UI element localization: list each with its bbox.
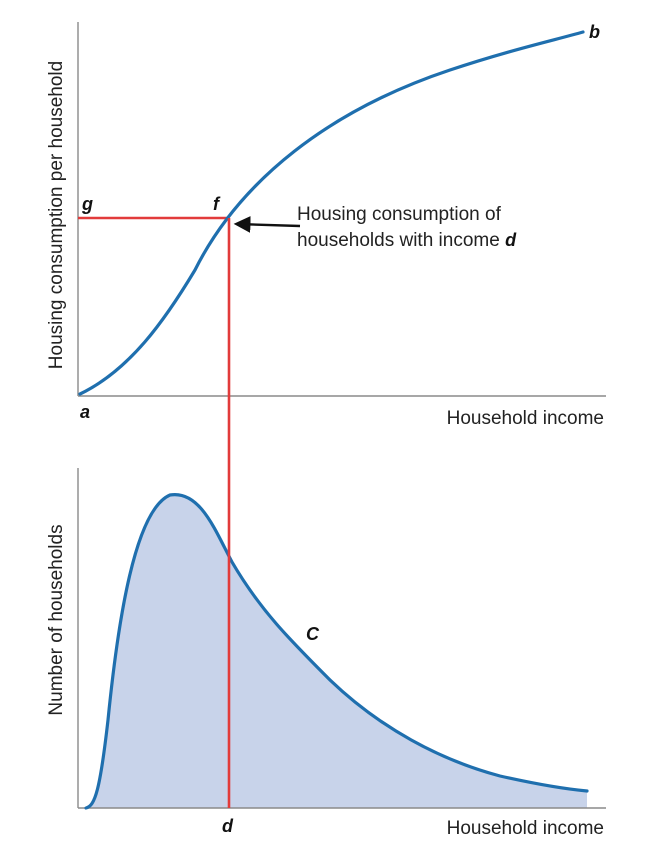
- annotation-line-1: Housing consumption of: [297, 204, 502, 225]
- housing-consumption-curve: [78, 30, 585, 396]
- distribution-area: [80, 494, 587, 808]
- annotation-line-2-text: households with income: [297, 230, 505, 251]
- annotation-arrow: [233, 216, 301, 233]
- income-distribution-curve: [84, 493, 589, 810]
- point-label-b: b: [589, 22, 600, 42]
- top-panel: Housing consumption of households with i…: [46, 22, 606, 429]
- point-label-d: d: [222, 816, 234, 836]
- point-label-a: a: [80, 402, 90, 422]
- point-label-g: g: [81, 194, 93, 214]
- top-y-axis-title: Housing consumption per household: [46, 61, 67, 369]
- annotation-line-2: households with income d: [297, 230, 517, 251]
- top-x-axis-title: Household income: [447, 408, 604, 429]
- point-label-f: f: [213, 194, 221, 214]
- bottom-panel: C d Household income Number of household…: [46, 468, 606, 839]
- annotation-income-var: d: [505, 230, 517, 250]
- bottom-y-axis-title: Number of households: [46, 524, 67, 715]
- bottom-x-axis-title: Household income: [447, 818, 604, 839]
- curve-label-c: C: [306, 624, 320, 644]
